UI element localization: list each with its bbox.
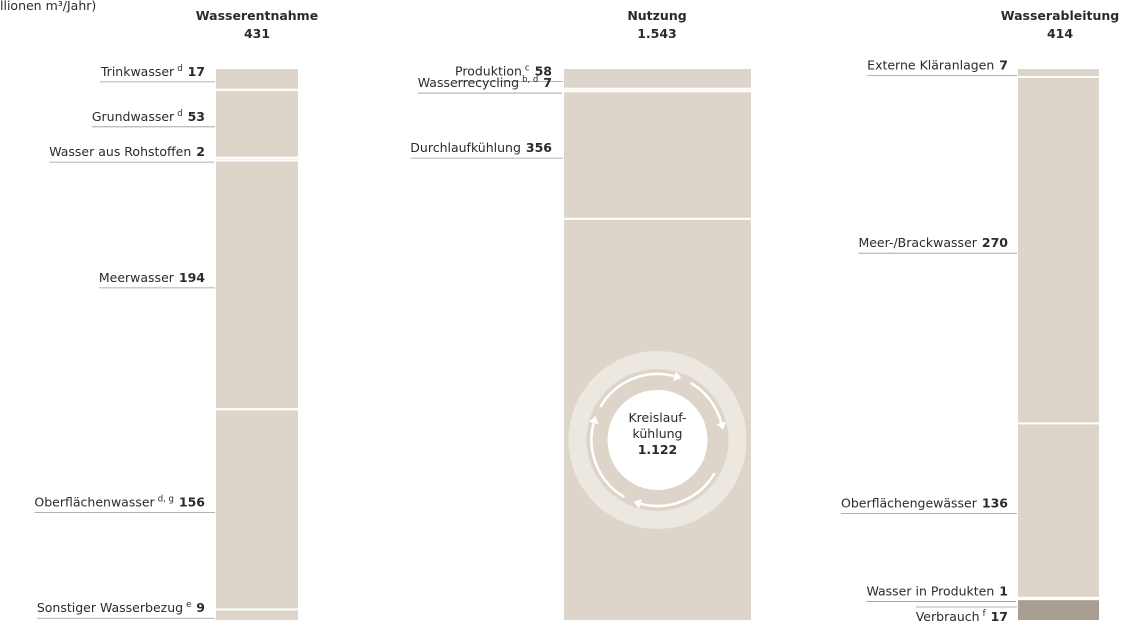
label-value: 53 — [188, 109, 205, 124]
bar-segment — [562, 90, 753, 220]
cycle-arrowhead — [673, 371, 682, 382]
label-value: 17 — [188, 64, 205, 79]
label-name: Oberflächengewässer — [841, 496, 978, 511]
label-value: 7 — [999, 57, 1008, 72]
label-value: 356 — [526, 140, 552, 155]
label-value: 9 — [196, 600, 205, 615]
label-name: Wasserrecycling — [418, 75, 519, 90]
label-name: Wasser aus Rohstoffen — [49, 144, 191, 159]
label-value: 194 — [179, 270, 205, 285]
label-value: 136 — [982, 496, 1008, 511]
bar-segment — [1016, 422, 1101, 599]
label-value: 17 — [991, 609, 1008, 624]
bar-segment — [214, 67, 300, 91]
segment-label: Produktion c 58 — [455, 63, 552, 78]
segment-label: Sonstiger Wasserbezug e 9 — [37, 600, 205, 615]
cycle-ring — [568, 350, 747, 529]
label-name: Meer-/Brackwasser — [858, 235, 977, 250]
column-title: Nutzung — [627, 8, 686, 23]
cycle-core — [607, 389, 708, 490]
label-value: 7 — [543, 75, 552, 90]
bar-segment — [214, 88, 300, 159]
label-name: Durchlaufkühlung — [410, 140, 521, 155]
cycle-arrowhead — [633, 498, 642, 509]
segment-label: Meer-/Brackwasser 270 — [858, 235, 1008, 250]
cycle-arrow — [599, 372, 675, 408]
label-sup: b, d — [522, 75, 538, 85]
label-sup: c — [525, 63, 530, 73]
label-sup: e — [186, 600, 191, 610]
cycle-arrow — [590, 422, 626, 499]
segment-label: Wasser in Produkten 1 — [866, 584, 1008, 599]
label-value: 2 — [196, 144, 205, 159]
bar-segment — [1016, 598, 1101, 622]
cycle-arrowhead — [716, 421, 727, 430]
segment-label: Grundwasser d 53 — [92, 109, 205, 124]
bar-segment — [562, 67, 753, 90]
column-total: 1.543 — [637, 26, 677, 41]
label-value: 1 — [999, 584, 1008, 599]
label-name: Externe Kläranlagen — [867, 57, 994, 72]
column-title: Wasserentnahme — [196, 8, 318, 23]
segment-label: Wasser aus Rohstoffen 2 — [49, 144, 205, 159]
bar-segment — [214, 408, 300, 611]
label-name: Oberflächenwasser — [34, 494, 155, 509]
label-value: 270 — [982, 235, 1008, 250]
cycle-arrowhead — [588, 416, 599, 425]
label-name: Grundwasser — [92, 109, 175, 124]
label-sup: d — [177, 109, 182, 119]
column-title: Wasserableitung — [1001, 8, 1119, 23]
cycle-arrow — [689, 381, 723, 424]
cycle-value: 1.122 — [638, 442, 678, 457]
bar-segment — [214, 608, 300, 623]
segment-label: Oberflächengewässer 136 — [841, 496, 1008, 511]
bar-segment — [214, 159, 300, 411]
bar-segment — [1016, 67, 1101, 78]
bar-segment — [1016, 75, 1101, 425]
unit-note: llionen m³/Jahr) — [0, 0, 96, 13]
segment-label: Durchlaufkühlung 356 — [410, 140, 552, 155]
segment-label: Verbrauch f 17 — [916, 609, 1008, 624]
segment-label: Trinkwasser d 17 — [100, 64, 205, 79]
segment-label: Oberflächenwasser d, g 156 — [34, 494, 205, 509]
label-value: 156 — [179, 494, 205, 509]
column-total: 431 — [244, 26, 270, 41]
segment-label: Externe Kläranlagen 7 — [867, 57, 1008, 72]
label-name: Sonstiger Wasserbezug — [37, 600, 183, 615]
label-name: Trinkwasser — [100, 64, 175, 79]
label-name: Verbrauch — [916, 609, 980, 624]
cycle-label: Kreislauf- — [628, 410, 686, 425]
label-name: Wasser in Produkten — [866, 584, 994, 599]
cycle-label: kühlung — [633, 426, 683, 441]
label-sup: d — [177, 64, 182, 74]
segment-label: Meerwasser 194 — [99, 270, 205, 285]
label-sup: d, g — [158, 494, 174, 504]
label-sup: f — [983, 609, 987, 619]
label-value: 58 — [535, 63, 552, 78]
segment-label: Wasserrecycling b, d 7 — [418, 75, 552, 90]
cycle-arrow — [640, 472, 716, 508]
column-total: 414 — [1047, 26, 1073, 41]
label-name: Meerwasser — [99, 270, 175, 285]
label-name: Produktion — [455, 63, 522, 78]
